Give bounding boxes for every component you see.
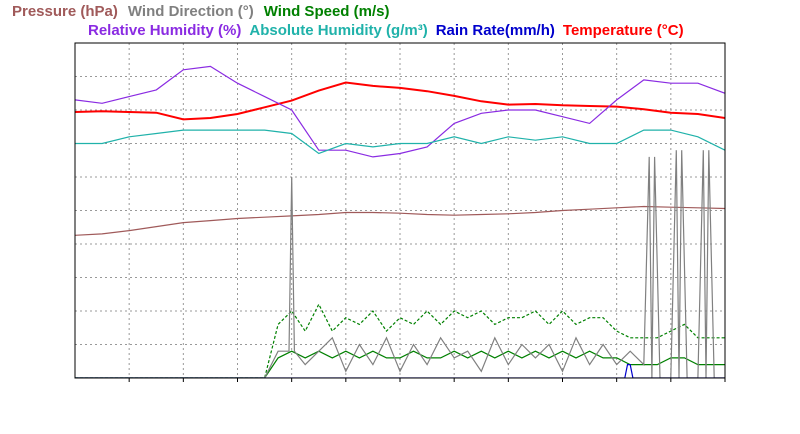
series-line-temperature <box>75 81 725 121</box>
legend-entry: Absolute Humidity (g/m³) <box>249 22 427 39</box>
legend-entry: Wind Speed (m/s) <box>264 3 390 20</box>
series-line-wind-direction <box>75 150 725 378</box>
series-line-wind-speed-gust <box>75 302 725 378</box>
series-line-absolute-humidity <box>75 129 725 155</box>
legend-entry: Rain Rate(mm/h) <box>436 22 555 39</box>
legend-entry: Wind Direction (°) <box>128 3 254 20</box>
series-line-rain-rate <box>75 364 725 378</box>
plot-frame-top <box>74 42 726 379</box>
legend-entry: Pressure (hPa) <box>12 3 118 20</box>
legend-entry: Temperature (°C) <box>563 22 684 39</box>
series-line-relative-humidity <box>75 65 725 158</box>
legend-entry: Relative Humidity (%) <box>88 22 241 39</box>
series-line-pressure <box>75 205 725 236</box>
